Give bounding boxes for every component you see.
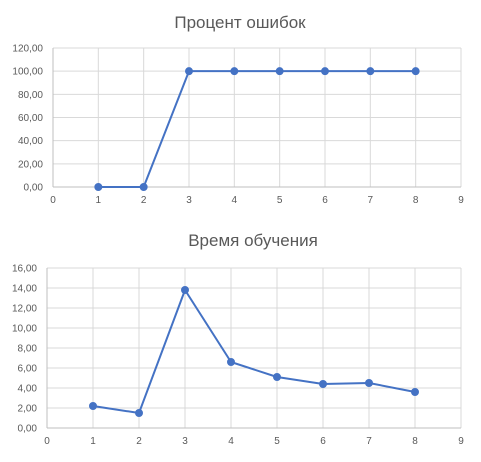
data-point[interactable] [273, 373, 281, 381]
x-tick-label: 9 [458, 195, 464, 206]
chart-error-percent[interactable]: Процент ошибок 0,00 20,00 40,00 60,00 80,00 1… [0, 0, 481, 216]
data-point[interactable] [94, 183, 103, 191]
data-point[interactable] [319, 380, 327, 388]
x-tick-label: 4 [228, 436, 234, 447]
x-tick-label: 5 [274, 436, 280, 447]
data-point[interactable] [139, 183, 148, 191]
chart-error-percent-svg: Процент ошибок 0,00 20,00 40,00 60,00 80,00 1… [12, 13, 464, 206]
data-point[interactable] [227, 358, 235, 366]
data-point[interactable] [321, 67, 329, 76]
y-tick-label: 100,00 [12, 67, 43, 78]
x-tick-label: 7 [368, 195, 374, 206]
x-tick-label: 3 [182, 436, 188, 447]
x-tick-label: 1 [90, 436, 96, 447]
x-tick-label: 8 [412, 436, 418, 447]
x-tick-label: 9 [458, 436, 464, 447]
x-tick-label: 2 [136, 436, 142, 447]
y-tick-label: 14,00 [12, 284, 37, 295]
data-point[interactable] [135, 409, 143, 417]
y-tick-label: 8,00 [18, 344, 38, 355]
y-tick-label: 6,00 [18, 364, 38, 375]
x-tick-label: 2 [141, 195, 147, 206]
y-tick-label: 10,00 [12, 324, 37, 335]
y-tick-label: 4,00 [18, 384, 38, 395]
data-point[interactable] [181, 286, 189, 294]
data-point[interactable] [411, 67, 420, 76]
y-tick-label: 2,00 [18, 404, 38, 415]
x-tick-label: 1 [96, 195, 102, 206]
x-tick-label: 0 [44, 436, 50, 447]
chart-title: Время обучения [188, 231, 318, 250]
x-tick-label: 8 [413, 195, 419, 206]
data-point[interactable] [89, 402, 97, 410]
y-tick-label: 120,00 [12, 44, 43, 55]
data-point[interactable] [230, 67, 239, 76]
y-tick-label: 16,00 [12, 264, 37, 275]
data-point[interactable] [275, 67, 284, 76]
chart-training-time[interactable]: Время обучения 0,00 2,00 4,00 6,00 8,00 10,00… [0, 226, 481, 457]
series-line [92, 289, 416, 414]
y-tick-label: 80,00 [18, 90, 43, 101]
data-point[interactable] [185, 67, 193, 76]
y-tick-label: 12,00 [12, 304, 37, 315]
y-tick-label: 0,00 [18, 424, 38, 435]
x-tick-label: 5 [277, 195, 283, 206]
y-tick-label: 20,00 [18, 159, 43, 170]
y-tick-label: 40,00 [18, 136, 43, 147]
x-tick-label: 3 [186, 195, 192, 206]
data-point[interactable] [365, 379, 373, 387]
y-tick-label: 60,00 [18, 113, 43, 124]
x-tick-label: 6 [320, 436, 326, 447]
data-point[interactable] [411, 388, 419, 396]
x-tick-label: 7 [366, 436, 372, 447]
y-tick-label: 0,00 [24, 183, 44, 194]
x-tick-label: 4 [232, 195, 238, 206]
chart-separator [0, 216, 481, 226]
chart-training-time-svg: Время обучения 0,00 2,00 4,00 6,00 8,00 10,00… [12, 231, 464, 447]
series-line [98, 70, 416, 188]
data-point[interactable] [366, 67, 375, 76]
x-tick-label: 6 [322, 195, 328, 206]
x-tick-label: 0 [50, 195, 56, 206]
chart-title: Процент ошибок [174, 13, 306, 32]
